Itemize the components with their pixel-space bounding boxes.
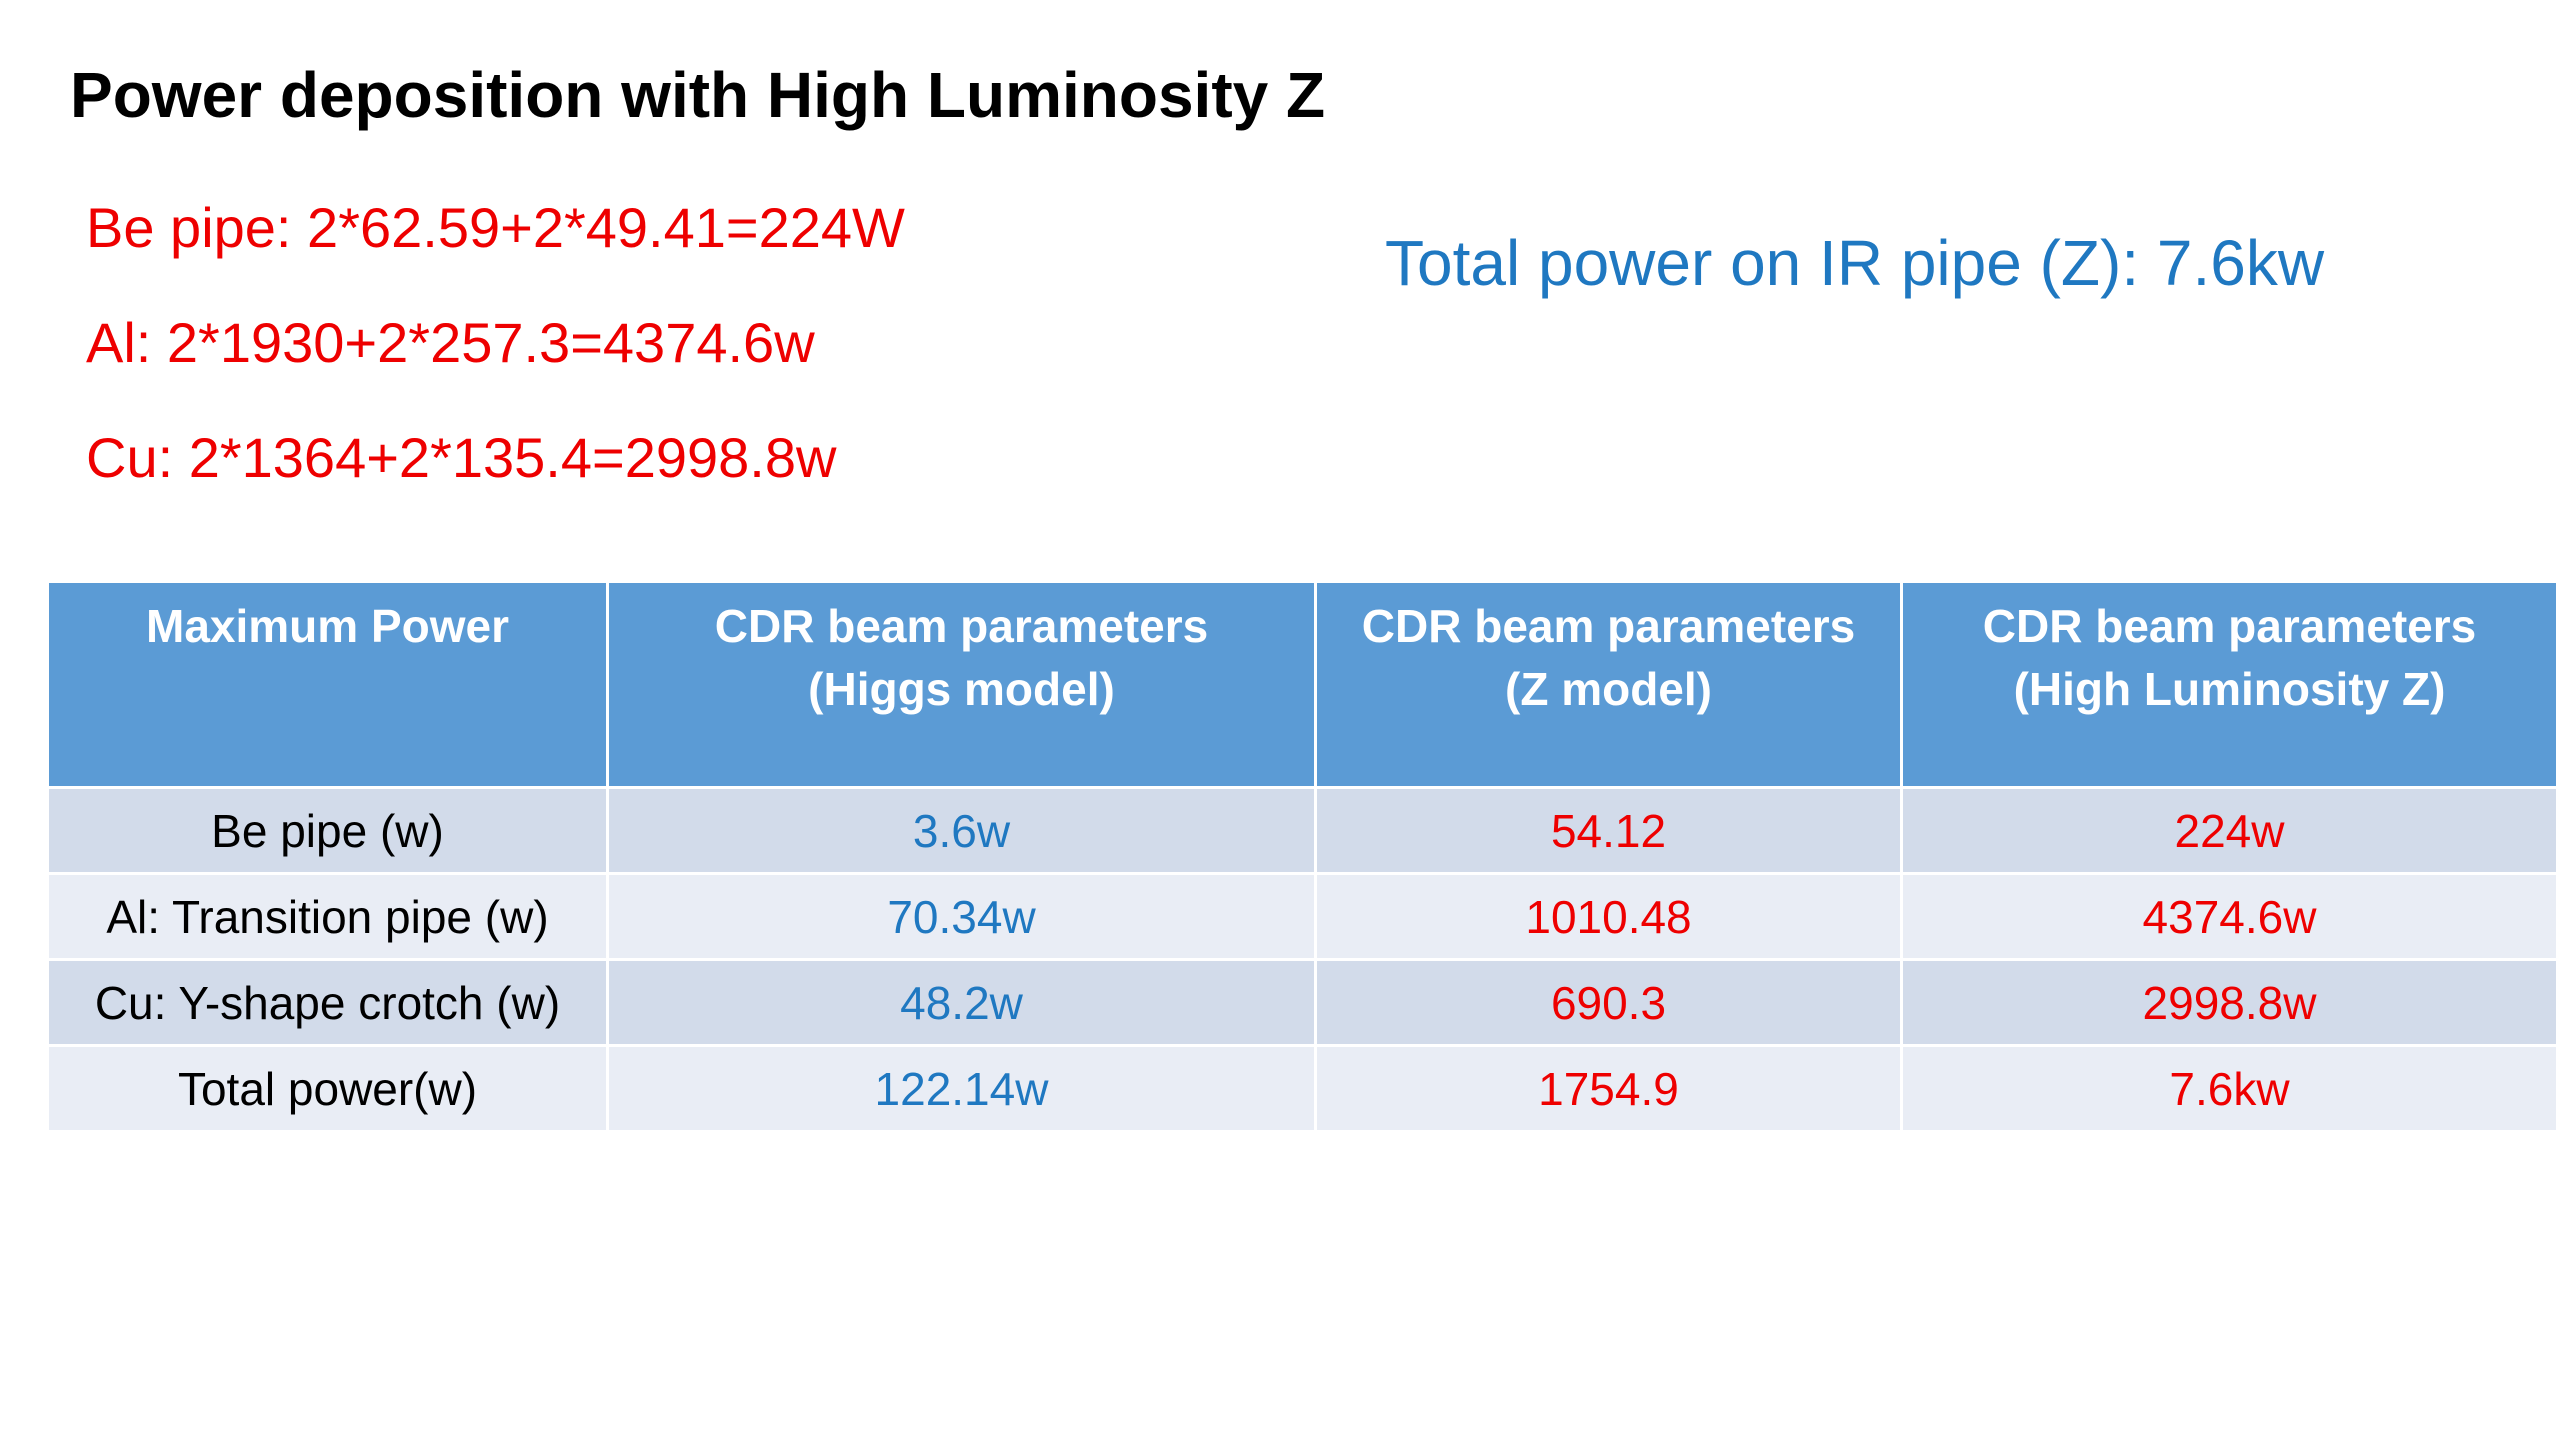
- power-table: Maximum Power CDR beam parameters (Higgs…: [46, 580, 2559, 1133]
- value-high-lumi-z: 4374.6w: [1900, 872, 2559, 961]
- row-label: Cu: Y-shape crotch (w): [46, 958, 609, 1047]
- row-label: Be pipe (w): [46, 786, 609, 875]
- value-higgs: 70.34w: [606, 872, 1317, 961]
- row-label: Total power(w): [46, 1044, 609, 1133]
- table-row: Al: Transition pipe (w) 70.34w 1010.48 4…: [46, 872, 2559, 961]
- value-high-lumi-z: 2998.8w: [1900, 958, 2559, 1047]
- calculation-list: Be pipe: 2*62.59+2*49.41=224W Al: 2*1930…: [86, 196, 1286, 541]
- value-higgs: 122.14w: [606, 1044, 1317, 1133]
- value-z: 1010.48: [1314, 872, 1903, 961]
- calc-be-pipe: Be pipe: 2*62.59+2*49.41=224W: [86, 196, 905, 259]
- value-high-lumi-z: 224w: [1900, 786, 2559, 875]
- total-power-note: Total power on IR pipe (Z): 7.6kw: [1385, 227, 2325, 299]
- calc-cu: Cu: 2*1364+2*135.4=2998.8w: [86, 426, 837, 489]
- header-line: CDR beam parameters: [1982, 600, 2477, 652]
- header-line: CDR beam parameters: [714, 600, 1209, 652]
- header-line: (High Luminosity Z): [2013, 663, 2446, 715]
- header-high-lumi-z: CDR beam parameters (High Luminosity Z): [1900, 580, 2559, 789]
- calc-al: Al: 2*1930+2*257.3=4374.6w: [86, 311, 815, 374]
- value-z: 690.3: [1314, 958, 1903, 1047]
- table-row: Total power(w) 122.14w 1754.9 7.6kw: [46, 1044, 2559, 1133]
- header-z-model: CDR beam parameters (Z model): [1314, 580, 1903, 789]
- header-maximum-power: Maximum Power: [46, 580, 609, 789]
- slide-title: Power deposition with High Luminosity Z: [70, 59, 1326, 131]
- row-label: Al: Transition pipe (w): [46, 872, 609, 961]
- value-z: 54.12: [1314, 786, 1903, 875]
- value-z: 1754.9: [1314, 1044, 1903, 1133]
- value-high-lumi-z: 7.6kw: [1900, 1044, 2559, 1133]
- header-line: (Z model): [1505, 663, 1712, 715]
- table-row: Cu: Y-shape crotch (w) 48.2w 690.3 2998.…: [46, 958, 2559, 1047]
- header-line: Maximum Power: [146, 600, 509, 652]
- table-header-row: Maximum Power CDR beam parameters (Higgs…: [46, 580, 2559, 789]
- table-row: Be pipe (w) 3.6w 54.12 224w: [46, 786, 2559, 875]
- value-higgs: 48.2w: [606, 958, 1317, 1047]
- header-line: (Higgs model): [808, 663, 1115, 715]
- header-higgs-model: CDR beam parameters (Higgs model): [606, 580, 1317, 789]
- header-line: CDR beam parameters: [1361, 600, 1856, 652]
- value-higgs: 3.6w: [606, 786, 1317, 875]
